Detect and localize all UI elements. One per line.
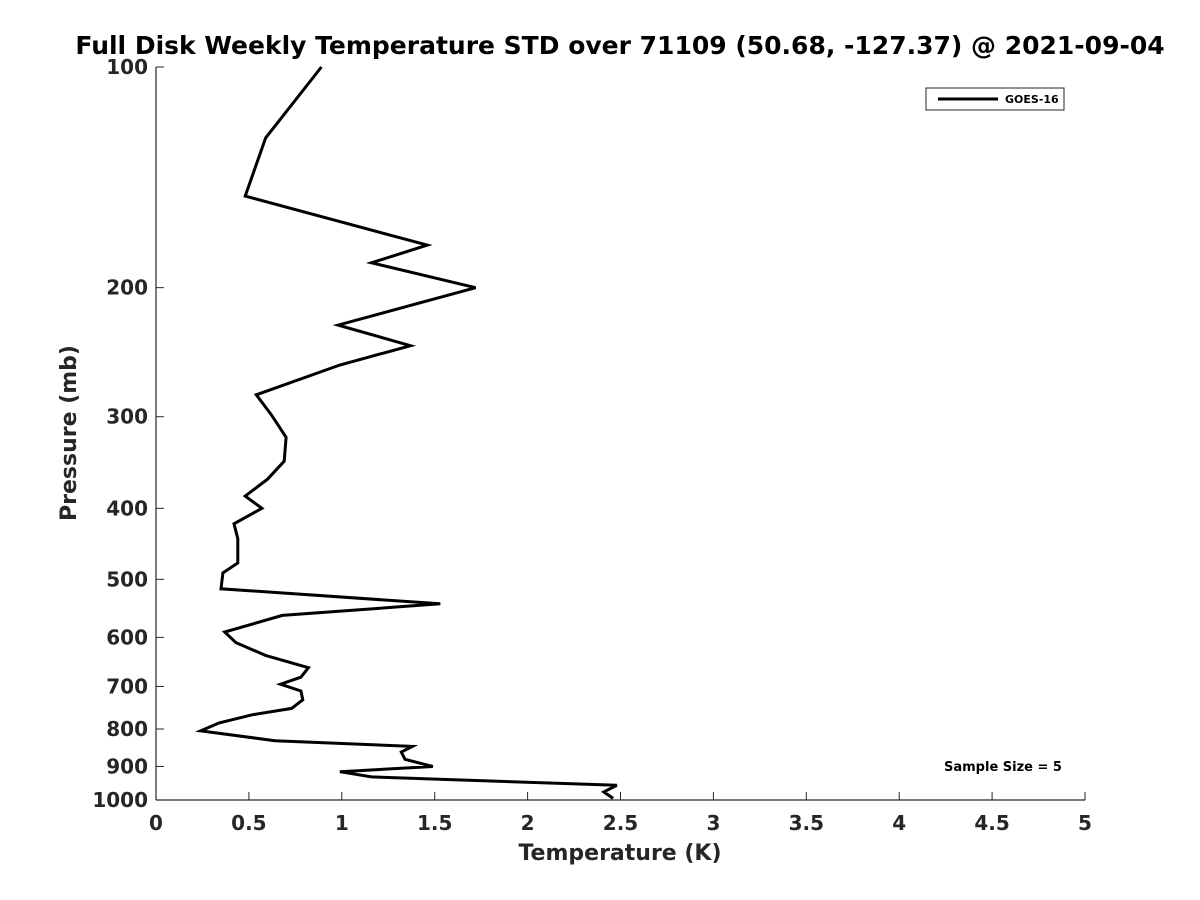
x-tick-label: 4.5 — [974, 811, 1009, 835]
legend: GOES-16 — [925, 87, 1065, 111]
y-tick-label: 400 — [106, 496, 148, 520]
x-tick-label: 1 — [335, 811, 349, 835]
sample-size-annotation: Sample Size = 5 — [944, 760, 1062, 775]
legend-label-goes-16: GOES-16 — [1005, 93, 1059, 106]
y-tick-label: 200 — [106, 276, 148, 300]
x-tick-label: 2.5 — [603, 811, 638, 835]
y-axis-ticks: 100 200 300 400 500 600 700 800 900 1000 — [92, 55, 164, 812]
y-tick-label: 900 — [106, 754, 148, 778]
y-axis-label: Pressure (mb) — [57, 345, 82, 521]
x-tick-label: 4 — [892, 811, 906, 835]
chart-title: Full Disk Weekly Temperature STD over 71… — [75, 31, 1164, 60]
x-axis-ticks: 0 0.5 1 1.5 2 2.5 3 3.5 4 4.5 5 — [149, 792, 1092, 835]
y-tick-label: 800 — [106, 717, 148, 741]
x-tick-label: 0.5 — [231, 811, 266, 835]
series-line-goes-16 — [195, 66, 618, 800]
x-axis-label: Temperature (K) — [518, 841, 721, 866]
y-tick-label: 700 — [106, 674, 148, 698]
series-layer — [195, 66, 618, 800]
y-tick-label: 1000 — [92, 788, 148, 812]
x-tick-label: 0 — [149, 811, 163, 835]
x-tick-label: 1.5 — [417, 811, 452, 835]
x-tick-label: 5 — [1078, 811, 1092, 835]
x-tick-label: 2 — [521, 811, 535, 835]
y-tick-label: 600 — [106, 625, 148, 649]
y-tick-label: 500 — [106, 567, 148, 591]
y-tick-label: 100 — [106, 55, 148, 79]
y-tick-label: 300 — [106, 405, 148, 429]
x-tick-label: 3 — [706, 811, 720, 835]
x-tick-label: 3.5 — [789, 811, 824, 835]
